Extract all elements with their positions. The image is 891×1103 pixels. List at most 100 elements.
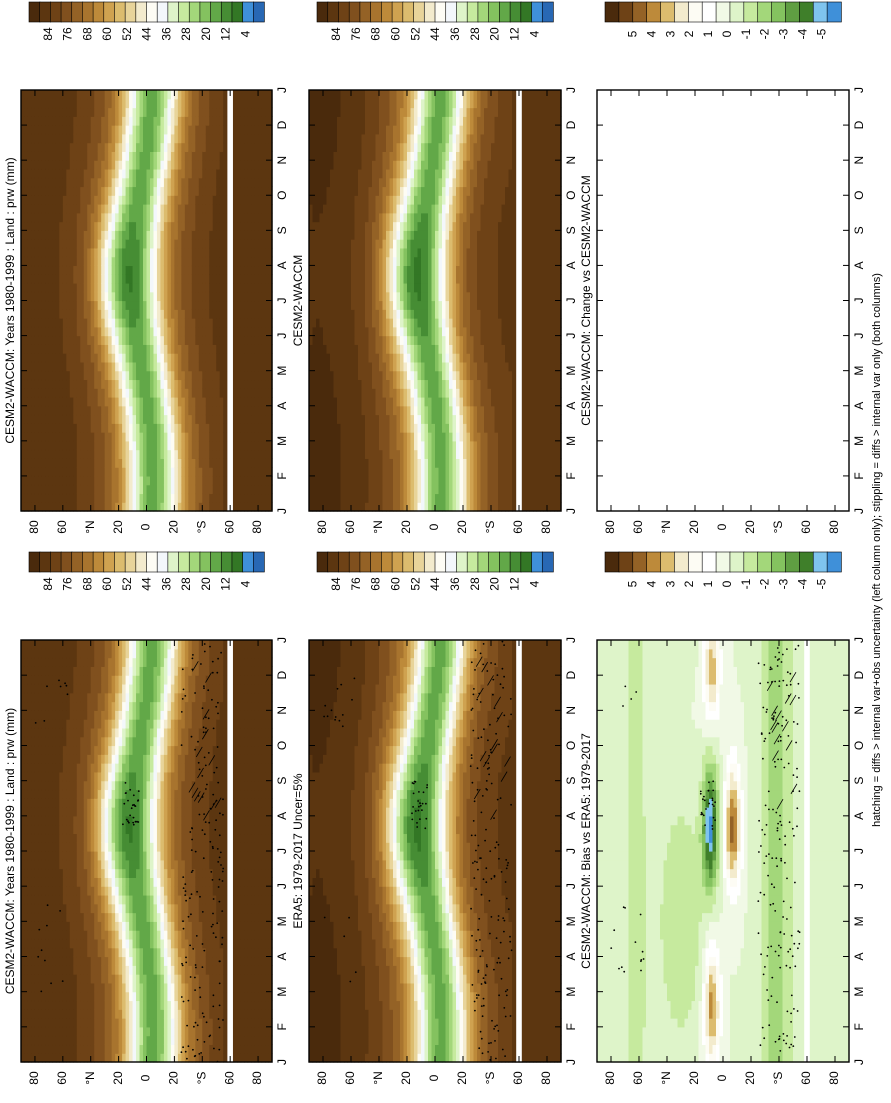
- stipple-dot: [209, 1035, 211, 1037]
- heatmap-cell: [147, 877, 151, 886]
- heatmap-cell: [112, 666, 116, 675]
- heatmap-cell: [42, 1009, 46, 1018]
- heatmap-cell: [66, 816, 70, 825]
- heatmap-cell: [77, 781, 81, 790]
- heatmap-cell: [70, 675, 74, 684]
- heatmap-cell: [251, 1036, 255, 1045]
- heatmap-cell: [52, 90, 56, 99]
- heatmap-cell: [167, 1036, 171, 1045]
- stipple-dot: [199, 769, 201, 771]
- heatmap-cell: [84, 684, 88, 693]
- heatmap-cell: [101, 842, 105, 851]
- heatmap-cell: [80, 143, 84, 152]
- heatmap-cell: [42, 992, 46, 1001]
- heatmap-cell: [52, 371, 56, 380]
- heatmap-cell: [84, 983, 88, 992]
- heatmap-cell: [209, 728, 213, 737]
- heatmap-cell: [220, 754, 224, 763]
- heatmap-cell: [206, 860, 210, 869]
- heatmap-cell: [213, 772, 217, 781]
- heatmap-cell: [52, 983, 56, 992]
- heatmap-cell: [24, 948, 28, 957]
- heatmap-cell: [105, 362, 109, 371]
- heatmap-cell: [91, 895, 95, 904]
- heatmap-cell: [153, 684, 157, 693]
- heatmap-cell: [223, 983, 227, 992]
- heatmap-cell: [213, 869, 217, 878]
- colorbar-label: 36: [159, 577, 173, 591]
- heatmap-cell: [105, 798, 109, 807]
- heatmap-cell: [91, 1018, 95, 1027]
- heatmap-cell: [94, 406, 98, 415]
- heatmap-cell: [105, 693, 109, 702]
- heatmap-cell: [112, 948, 116, 957]
- heatmap-cell: [126, 992, 130, 1001]
- heatmap-cell: [42, 904, 46, 913]
- heatmap-cell: [24, 640, 28, 649]
- heatmap-cell: [80, 983, 84, 992]
- heatmap-cell: [237, 886, 241, 895]
- heatmap-cell: [258, 930, 262, 939]
- heatmap-cell: [87, 754, 91, 763]
- heatmap-cell: [248, 825, 252, 834]
- heatmap-cell: [192, 921, 196, 930]
- stipple-dot: [60, 686, 62, 688]
- stipple-dot: [204, 757, 206, 759]
- heatmap-cell: [119, 895, 123, 904]
- heatmap-cell: [94, 450, 98, 459]
- heatmap-cell: [94, 877, 98, 886]
- heatmap-cell: [35, 965, 39, 974]
- heatmap-cell: [91, 763, 95, 772]
- heatmap-cell: [98, 318, 102, 327]
- heatmap-cell: [262, 886, 266, 895]
- heatmap-cell: [80, 344, 84, 353]
- heatmap-cell: [45, 1044, 49, 1053]
- heatmap-cell: [105, 204, 109, 213]
- heatmap-cell: [45, 485, 49, 494]
- heatmap-cell: [112, 842, 116, 851]
- heatmap-cell: [56, 702, 60, 711]
- heatmap-cell: [101, 239, 105, 248]
- heatmap-cell: [115, 895, 119, 904]
- heatmap-cell: [255, 684, 259, 693]
- heatmap-cell: [59, 772, 63, 781]
- heatmap-cell: [108, 886, 112, 895]
- heatmap-cell: [126, 658, 130, 667]
- heatmap-cell: [174, 913, 178, 922]
- heatmap-cell: [133, 719, 137, 728]
- heatmap-cell: [28, 1018, 32, 1027]
- heatmap-cell: [42, 432, 46, 441]
- heatmap-cell: [73, 327, 77, 336]
- heatmap-cell: [133, 992, 137, 1001]
- heatmap-cell: [171, 860, 175, 869]
- heatmap-cell: [115, 763, 119, 772]
- heatmap-cell: [91, 684, 95, 693]
- heatmap-cell: [241, 1009, 245, 1018]
- heatmap-cell: [24, 169, 28, 178]
- heatmap-cell: [45, 877, 49, 886]
- heatmap-cell: [63, 1000, 67, 1009]
- heatmap-cell: [45, 851, 49, 860]
- heatmap-cell: [31, 186, 35, 195]
- heatmap-cell: [241, 1036, 245, 1045]
- heatmap-cell: [63, 1018, 67, 1027]
- heatmap-cell: [63, 781, 67, 790]
- heatmap-cell: [265, 798, 269, 807]
- heatmap-cell: [45, 825, 49, 834]
- heatmap-cell: [42, 1044, 46, 1053]
- heatmap-cell: [91, 1036, 95, 1045]
- heatmap-cell: [119, 869, 123, 878]
- heatmap-cell: [77, 1000, 81, 1009]
- heatmap-cell: [167, 983, 171, 992]
- heatmap-cell: [63, 397, 67, 406]
- heatmap-cell: [87, 169, 91, 178]
- heatmap-cell: [234, 860, 238, 869]
- heatmap-cell: [38, 1018, 42, 1027]
- heatmap-cell: [59, 737, 63, 746]
- heatmap-cell: [153, 728, 157, 737]
- heatmap-cell: [56, 108, 60, 117]
- heatmap-cell: [147, 781, 151, 790]
- heatmap-cell: [38, 265, 42, 274]
- heatmap-cell: [56, 1018, 60, 1027]
